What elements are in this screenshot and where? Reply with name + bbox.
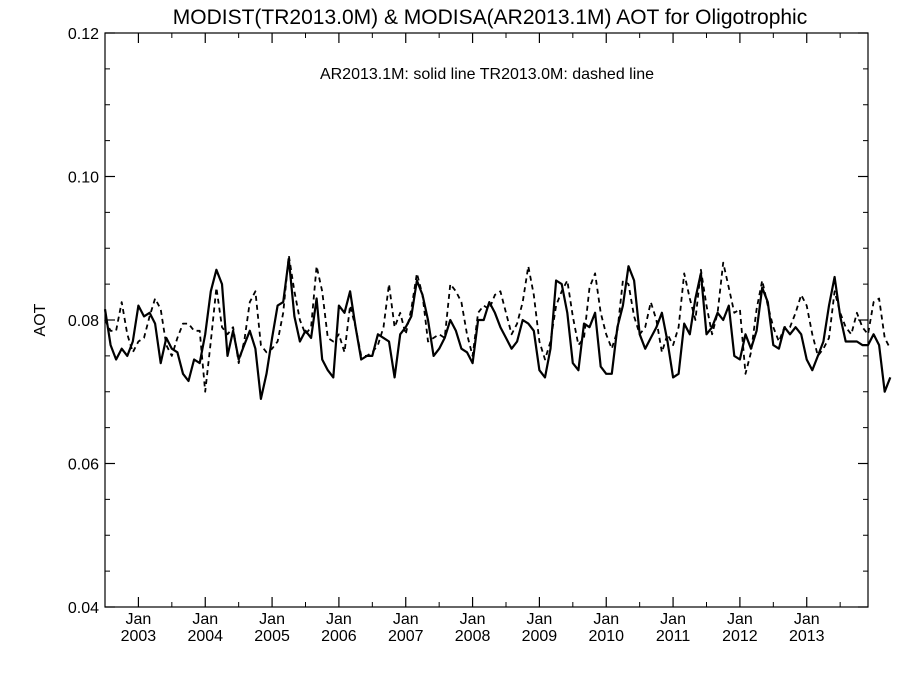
x-axis-ticks: Jan2003Jan2004Jan2005Jan2006Jan2007Jan20… [104,33,841,645]
x-tick-year: 2005 [254,628,290,645]
x-tick-month: Jan [393,611,419,628]
x-tick-year: 2008 [455,628,491,645]
x-tick-month: Jan [660,611,686,628]
x-tick-year: 2003 [121,628,157,645]
y-tick-label: 0.04 [68,600,99,617]
chart-annotation: AR2013.1M: solid line TR2013.0M: dashed … [320,66,654,83]
x-tick-month: Jan [527,611,553,628]
x-tick-month: Jan [727,611,753,628]
series-layer [103,254,892,400]
x-tick-month: Jan [126,611,152,628]
x-tick-year: 2009 [522,628,558,645]
x-tick-month: Jan [794,611,820,628]
series-line-tr2013-0m [104,254,892,393]
x-tick-year: 2012 [722,628,758,645]
x-tick-year: 2013 [789,628,825,645]
y-axis-ticks: 0.04 0.06 0.08 0.10 0.12 [68,26,868,617]
x-tick-year: 2004 [187,628,223,645]
x-tick-year: 2011 [656,628,691,645]
x-tick-month: Jan [460,611,486,628]
y-tick-label: 0.10 [68,170,99,187]
x-tick-month: Jan [192,611,218,628]
x-tick-month: Jan [593,611,619,628]
x-tick-year: 2010 [588,628,624,645]
x-tick-year: 2006 [321,628,357,645]
x-tick-month: Jan [259,611,285,628]
plot-frame [104,32,869,608]
y-tick-label: 0.12 [68,26,99,43]
y-tick-label: 0.06 [68,457,99,474]
chart-title: MODIST(TR2013.0M) & MODISA(AR2013.1M) AO… [173,6,807,29]
x-tick-year: 2007 [388,628,424,645]
y-axis-label: AOT [32,303,49,336]
y-tick-label: 0.08 [68,313,99,330]
x-tick-month: Jan [326,611,352,628]
